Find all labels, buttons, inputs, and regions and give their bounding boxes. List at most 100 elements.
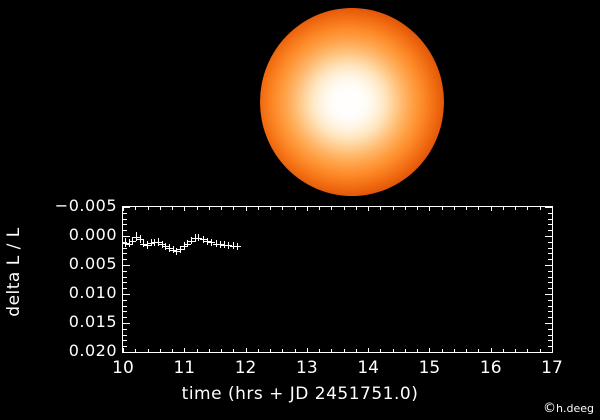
y-tick-minor [123, 311, 127, 312]
x-tick-minor [405, 349, 406, 352]
y-tick-minor [123, 219, 127, 220]
y-tick-minor [548, 317, 552, 318]
data-point-errorbar [158, 238, 159, 246]
x-tick-minor [344, 349, 345, 352]
x-tick-minor [233, 207, 234, 210]
data-point-errorbar [136, 232, 137, 241]
y-tick-minor [123, 253, 127, 254]
x-tick-minor [503, 207, 504, 210]
y-tick-minor [548, 340, 552, 341]
x-tick-minor [540, 349, 541, 352]
x-tick-minor [380, 349, 381, 352]
x-tick-minor [356, 207, 357, 210]
x-tick-minor [380, 207, 381, 210]
y-tick-minor [123, 288, 127, 289]
y-tick-minor [548, 230, 552, 231]
data-point-errorbar [165, 243, 166, 250]
y-tick-minor [123, 335, 127, 336]
y-tick-minor [548, 306, 552, 307]
data-point-errorbar [140, 235, 141, 243]
y-tick-minor [548, 282, 552, 283]
y-tick-minor [123, 329, 127, 330]
data-point-errorbar [220, 241, 221, 248]
x-tick-major [368, 348, 369, 352]
y-tick-major [123, 236, 130, 237]
x-tick-minor [417, 207, 418, 210]
y-tick-minor [123, 346, 127, 347]
star-disc [260, 8, 444, 196]
y-tick-minor [123, 259, 127, 260]
y-tick-major [545, 265, 552, 266]
data-point-errorbar [184, 242, 185, 250]
x-tick-minor [478, 349, 479, 352]
data-point-errorbar [211, 239, 212, 246]
y-tick-major [545, 294, 552, 295]
y-tick-major [123, 207, 130, 208]
y-tick-minor [123, 317, 127, 318]
x-tick-minor [515, 207, 516, 210]
x-tick-major [307, 207, 308, 211]
y-tick-minor [548, 346, 552, 347]
x-tick-minor [221, 207, 222, 210]
x-tick-major [184, 348, 185, 352]
y-tick-label: 0.015 [68, 312, 117, 331]
data-point-errorbar [176, 248, 177, 255]
x-tick-major [429, 207, 430, 211]
y-tick-minor [123, 282, 127, 283]
y-tick-major [123, 323, 130, 324]
y-tick-minor [548, 271, 552, 272]
data-point-errorbar [129, 239, 130, 247]
x-tick-label: 11 [173, 358, 196, 378]
x-axis-tick-labels: 10 11 12 13 14 15 16 17 [112, 358, 563, 382]
plot-inner-area [121, 207, 553, 353]
x-tick-minor [540, 207, 541, 210]
x-tick-minor [258, 349, 259, 352]
x-tick-minor [295, 207, 296, 210]
x-tick-minor [172, 349, 173, 352]
x-tick-major [491, 207, 492, 211]
y-tick-minor [548, 335, 552, 336]
y-tick-minor [548, 329, 552, 330]
y-tick-minor [548, 253, 552, 254]
x-tick-minor [135, 349, 136, 352]
y-tick-label: 0.010 [68, 283, 117, 302]
x-tick-label: 13 [296, 358, 318, 378]
copyright-icon: © [543, 401, 557, 416]
data-point-errorbar [143, 240, 144, 247]
x-tick-minor [282, 349, 283, 352]
x-tick-minor [135, 207, 136, 210]
y-tick-label: 0.005 [68, 254, 117, 273]
x-tick-minor [270, 207, 271, 210]
y-tick-label: −0.005 [54, 196, 117, 215]
x-tick-minor [295, 349, 296, 352]
data-point-errorbar [162, 241, 163, 248]
x-tick-minor [172, 207, 173, 210]
x-tick-minor [527, 349, 528, 352]
x-tick-minor [282, 207, 283, 210]
data-point-errorbar [180, 246, 181, 253]
x-tick-minor [454, 349, 455, 352]
y-tick-major [545, 236, 552, 237]
data-point-errorbar [169, 244, 170, 252]
x-tick-minor [356, 349, 357, 352]
data-point-errorbar [154, 239, 155, 246]
x-tick-minor [233, 349, 234, 352]
x-tick-minor [454, 207, 455, 210]
data-point-errorbar [187, 240, 188, 247]
data-point-errorbar [147, 241, 148, 249]
x-tick-major [184, 207, 185, 211]
x-tick-minor [319, 349, 320, 352]
y-tick-minor [548, 259, 552, 260]
y-tick-minor [548, 288, 552, 289]
data-point-errorbar [191, 237, 192, 244]
y-tick-minor [123, 306, 127, 307]
y-tick-minor [548, 277, 552, 278]
x-tick-major [491, 348, 492, 352]
data-point-errorbar [207, 238, 208, 245]
y-tick-major [123, 265, 130, 266]
data-point-errorbar [132, 237, 133, 245]
y-tick-major [545, 323, 552, 324]
credit-text: h.deeg [556, 402, 594, 415]
star-image-region [0, 0, 600, 200]
x-tick-minor [197, 207, 198, 210]
